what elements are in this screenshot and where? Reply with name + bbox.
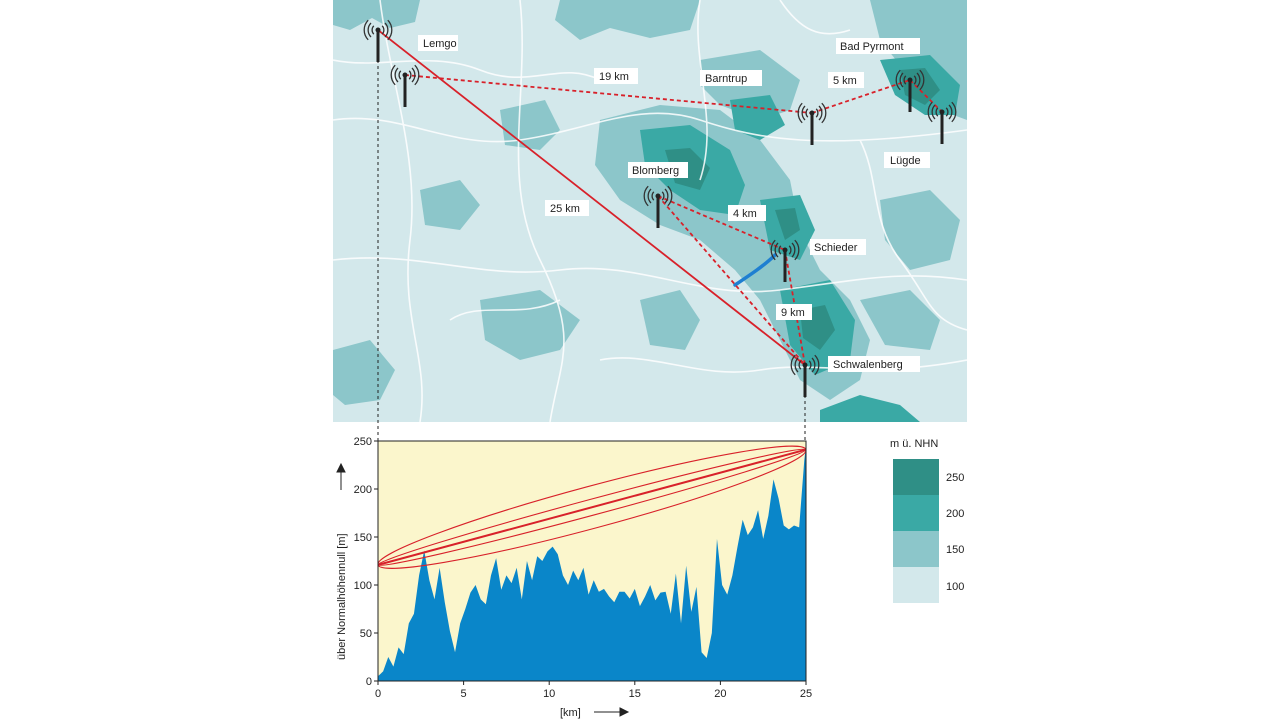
- antenna-icon-luegde: [927, 101, 957, 144]
- y-axis-arrow: [336, 462, 346, 490]
- elevation-legend: m ü. NHN 250 200 150 100: [890, 438, 964, 603]
- x-tick-label: 20: [714, 688, 726, 700]
- y-tick-label: 150: [354, 532, 372, 544]
- y-tick-label: 50: [360, 628, 372, 640]
- svg-text:Schieder: Schieder: [814, 242, 858, 254]
- distance-label-19km: 19 km: [594, 68, 638, 84]
- chart-frame: [377, 440, 807, 682]
- station-label-bad-pyrmont[interactable]: Bad Pyrmont: [836, 38, 920, 54]
- legend-item-250: 250: [893, 459, 964, 495]
- x-tick-label: 0: [375, 688, 381, 700]
- distance-label-4km: 4 km: [728, 205, 766, 221]
- station-labels: Lemgo Barntrup Bad Pyrmont Lügde Blomber…: [418, 35, 930, 372]
- link-blomberg-schwalenberg: [657, 195, 806, 366]
- svg-text:Lügde: Lügde: [890, 155, 921, 167]
- y-axis-title: über Normalhöhennull [m]: [336, 533, 348, 660]
- link-lemgo-barntrup: [404, 74, 813, 114]
- river: [733, 253, 777, 287]
- x-tick-label: 10: [543, 688, 555, 700]
- link-distance-labels: 19 km 5 km 25 km 4 km 9 km: [545, 68, 864, 320]
- svg-text:Barntrup: Barntrup: [705, 73, 747, 85]
- legend-label-200: 200: [946, 508, 964, 520]
- antenna-icon-bad-pyrmont: [895, 69, 925, 112]
- link-badpyrmont-luegde: [909, 79, 943, 113]
- legend-label-250: 250: [946, 472, 964, 484]
- legend-label-150: 150: [946, 544, 964, 556]
- svg-text:Lemgo: Lemgo: [423, 38, 457, 50]
- station-label-luegde[interactable]: Lügde: [884, 152, 930, 168]
- distance-label-9km: 9 km: [776, 304, 812, 320]
- station-label-schwalenberg[interactable]: Schwalenberg: [828, 356, 920, 372]
- svg-text:25 km: 25 km: [550, 203, 580, 215]
- station-label-blomberg[interactable]: Blomberg: [628, 162, 688, 178]
- terrain-profile-area: [378, 445, 806, 681]
- line-of-sight: [378, 448, 806, 566]
- y-tick-label: 0: [366, 676, 372, 688]
- legend-swatch-100: [893, 567, 939, 603]
- x-axis-arrow: [594, 707, 630, 717]
- svg-text:5 km: 5 km: [833, 75, 857, 87]
- y-tick-label: 200: [354, 484, 372, 496]
- x-tick-label: 15: [629, 688, 641, 700]
- x-tick-label: 25: [800, 688, 812, 700]
- legend-item-150: 150: [893, 531, 964, 567]
- distance-label-25km: 25 km: [545, 200, 589, 216]
- svg-text:4 km: 4 km: [733, 208, 757, 220]
- legend-swatch-200: [893, 495, 939, 531]
- link-blomberg-schieder: [657, 195, 786, 251]
- x-axis-title: [km]: [560, 707, 581, 719]
- legend-label-100: 100: [946, 581, 964, 593]
- antenna-icon-barntrup: [797, 102, 827, 145]
- svg-text:Blomberg: Blomberg: [632, 165, 679, 177]
- legend-item-200: 200: [893, 495, 964, 531]
- antenna-icon-blomberg: [643, 185, 673, 228]
- y-tick-label: 100: [354, 580, 372, 592]
- svg-text:Schwalenberg: Schwalenberg: [833, 359, 903, 371]
- link-barntrup-badpyrmont: [811, 79, 911, 114]
- x-tick-label: 5: [461, 688, 467, 700]
- antenna-icon-schieder: [770, 239, 800, 282]
- legend-title: m ü. NHN: [890, 438, 938, 450]
- station-label-lemgo[interactable]: Lemgo: [418, 35, 458, 51]
- svg-text:9 km: 9 km: [781, 307, 805, 319]
- legend-swatch-150: [893, 531, 939, 567]
- svg-text:Bad Pyrmont: Bad Pyrmont: [840, 41, 904, 53]
- svg-text:19 km: 19 km: [599, 71, 629, 83]
- legend-swatch-250: [893, 459, 939, 495]
- station-icons: [363, 19, 957, 397]
- antenna-icon-lemgo-2: [390, 64, 420, 107]
- station-label-barntrup[interactable]: Barntrup: [700, 70, 762, 86]
- elevation-map[interactable]: Lemgo Barntrup Bad Pyrmont Lügde Blomber…: [333, 0, 967, 422]
- legend-item-100: 100: [893, 567, 964, 603]
- profile-connector-lines: [377, 30, 806, 441]
- y-tick-label: 250: [354, 436, 372, 448]
- link-lemgo-schwalenberg: [377, 29, 806, 366]
- distance-label-5km: 5 km: [828, 72, 864, 88]
- station-label-schieder[interactable]: Schieder: [810, 239, 866, 255]
